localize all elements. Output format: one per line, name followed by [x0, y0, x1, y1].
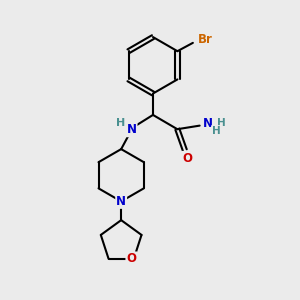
Text: N: N [127, 123, 136, 136]
Text: O: O [182, 152, 192, 165]
Text: Br: Br [198, 33, 213, 46]
Text: N: N [203, 117, 213, 130]
Text: N: N [116, 195, 126, 208]
Text: H: H [116, 118, 125, 128]
Text: O: O [126, 252, 136, 266]
Text: H: H [217, 118, 225, 128]
Text: H: H [212, 126, 221, 136]
